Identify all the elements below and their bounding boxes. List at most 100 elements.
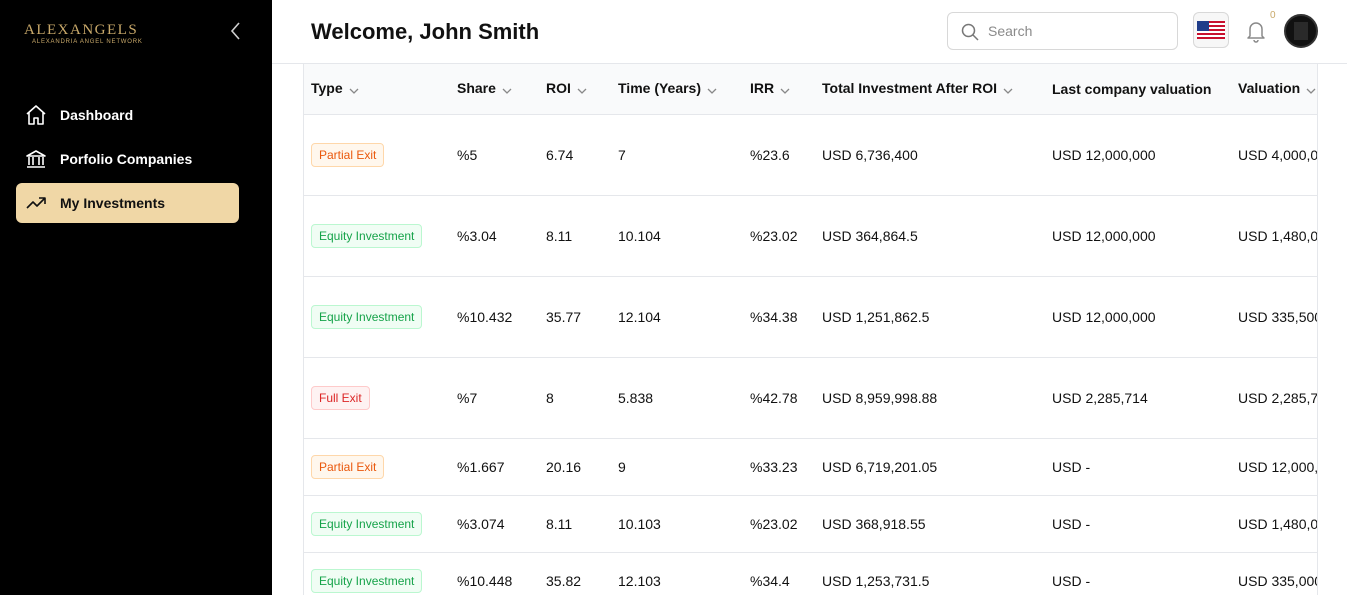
roi-cell: 20.16: [539, 438, 611, 496]
share-cell: %10.432: [450, 276, 539, 358]
sidebar-item-label: My Investments: [60, 195, 166, 211]
time-cell: 7: [611, 114, 743, 196]
last-valuation-cell: USD 12,000,000: [1045, 114, 1231, 196]
last-valuation-cell: USD 2,285,714: [1045, 357, 1231, 439]
table-row[interactable]: Full Exit %7 8 5.838 %42.78 USD 8,959,99…: [304, 357, 1317, 439]
type-badge: Partial Exit: [311, 454, 385, 479]
total-investment-cell: USD 6,719,201.05: [815, 438, 1045, 496]
column-header-type[interactable]: Type: [304, 64, 450, 115]
valuation-cell: USD 335,500: [1231, 276, 1317, 358]
irr-cell: %23.02: [743, 495, 815, 553]
share-cell: %3.074: [450, 495, 539, 553]
time-cell: 9: [611, 438, 743, 496]
type-cell: Partial Exit: [304, 438, 450, 496]
sidebar-item-dashboard[interactable]: Dashboard: [16, 95, 239, 135]
sidebar-item-my-investments[interactable]: My Investments: [16, 183, 239, 223]
last-valuation-cell: USD -: [1045, 552, 1231, 595]
logo-text: ALEXANGELS: [24, 22, 139, 38]
type-badge: Equity Investment: [311, 511, 423, 536]
table-header-row: Type Share ROI Time (Years) IRR Total In…: [304, 64, 1317, 115]
share-cell: %3.04: [450, 195, 539, 277]
total-investment-cell: USD 364,864.5: [815, 195, 1045, 277]
share-cell: %7: [450, 357, 539, 439]
last-valuation-cell: USD -: [1045, 495, 1231, 553]
column-header-valuation[interactable]: Valuation: [1231, 64, 1317, 115]
table-row[interactable]: Equity Investment %3.074 8.11 10.103 %23…: [304, 495, 1317, 553]
irr-cell: %34.38: [743, 276, 815, 358]
last-valuation-cell: USD 12,000,000: [1045, 195, 1231, 277]
sidebar: ALEXANGELS ALEXANDRIA ANGEL NETWORK Dash…: [0, 0, 272, 595]
language-selector[interactable]: [1193, 12, 1229, 48]
total-investment-cell: USD 1,253,731.5: [815, 552, 1045, 595]
chevron-down-icon: [502, 81, 512, 97]
table-row[interactable]: Equity Investment %10.432 35.77 12.104 %…: [304, 276, 1317, 358]
us-flag-icon: [1197, 21, 1225, 39]
valuation-cell: USD 1,480,0: [1231, 195, 1317, 277]
chevron-down-icon: [349, 81, 359, 97]
roi-cell: 8.11: [539, 195, 611, 277]
time-cell: 12.103: [611, 552, 743, 595]
roi-cell: 8.11: [539, 495, 611, 553]
valuation-cell: USD 4,000,0: [1231, 114, 1317, 196]
chevron-down-icon: [780, 81, 790, 97]
type-badge: Equity Investment: [311, 223, 423, 248]
total-investment-cell: USD 8,959,998.88: [815, 357, 1045, 439]
valuation-cell: USD 1,480,0: [1231, 495, 1317, 553]
total-investment-cell: USD 368,918.55: [815, 495, 1045, 553]
avatar[interactable]: [1284, 14, 1318, 48]
table-row[interactable]: Equity Investment %3.04 8.11 10.104 %23.…: [304, 195, 1317, 277]
column-header-last-company-valuation[interactable]: Last company valuation: [1045, 64, 1231, 115]
irr-cell: %33.23: [743, 438, 815, 496]
time-cell: 5.838: [611, 357, 743, 439]
time-cell: 12.104: [611, 276, 743, 358]
column-header-roi[interactable]: ROI: [539, 64, 611, 115]
roi-cell: 35.77: [539, 276, 611, 358]
type-badge: Equity Investment: [311, 304, 423, 329]
sidebar-item-portfolio-companies[interactable]: Porfolio Companies: [16, 139, 239, 179]
collapse-sidebar-button[interactable]: [226, 20, 246, 42]
logo[interactable]: ALEXANGELS ALEXANDRIA ANGEL NETWORK: [24, 14, 164, 50]
search-box[interactable]: [947, 12, 1178, 50]
type-badge: Equity Investment: [311, 568, 423, 593]
share-cell: %5: [450, 114, 539, 196]
sidebar-nav: Dashboard Porfolio Companies My Investme…: [16, 95, 239, 227]
topbar: Welcome, John Smith 0: [272, 0, 1347, 64]
search-input[interactable]: [988, 21, 1168, 41]
roi-cell: 8: [539, 357, 611, 439]
chevron-left-icon: [230, 22, 240, 40]
type-cell: Equity Investment: [304, 495, 450, 553]
total-investment-cell: USD 1,251,862.5: [815, 276, 1045, 358]
type-cell: Partial Exit: [304, 114, 450, 196]
chevron-down-icon: [1003, 81, 1013, 97]
valuation-cell: USD 12,000,0: [1231, 438, 1317, 496]
irr-cell: %42.78: [743, 357, 815, 439]
home-icon: [24, 103, 48, 127]
column-header-time[interactable]: Time (Years): [611, 64, 743, 115]
sidebar-item-label: Dashboard: [60, 107, 134, 123]
roi-cell: 35.82: [539, 552, 611, 595]
share-cell: %1.667: [450, 438, 539, 496]
table-row[interactable]: Partial Exit %1.667 20.16 9 %33.23 USD 6…: [304, 438, 1317, 496]
search-icon: [960, 22, 980, 47]
notification-count: 0: [1270, 10, 1276, 21]
chevron-down-icon: [577, 81, 587, 97]
type-cell: Equity Investment: [304, 195, 450, 277]
valuation-cell: USD 2,285,71: [1231, 357, 1317, 439]
irr-cell: %34.4: [743, 552, 815, 595]
trending-up-icon: [24, 191, 48, 215]
type-cell: Equity Investment: [304, 276, 450, 358]
chevron-down-icon: [1306, 81, 1316, 97]
last-valuation-cell: USD -: [1045, 438, 1231, 496]
valuation-cell: USD 335,000: [1231, 552, 1317, 595]
column-header-total-investment[interactable]: Total Investment After ROI: [815, 64, 1045, 115]
table-row[interactable]: Partial Exit %5 6.74 7 %23.6 USD 6,736,4…: [304, 114, 1317, 196]
type-badge: Full Exit: [311, 385, 370, 410]
table-row[interactable]: Equity Investment %10.448 35.82 12.103 %…: [304, 552, 1317, 595]
last-valuation-cell: USD 12,000,000: [1045, 276, 1231, 358]
column-header-share[interactable]: Share: [450, 64, 539, 115]
irr-cell: %23.6: [743, 114, 815, 196]
notification-bell-icon[interactable]: [1245, 19, 1267, 43]
page-title: Welcome, John Smith: [311, 19, 540, 44]
column-header-irr[interactable]: IRR: [743, 64, 815, 115]
irr-cell: %23.02: [743, 195, 815, 277]
